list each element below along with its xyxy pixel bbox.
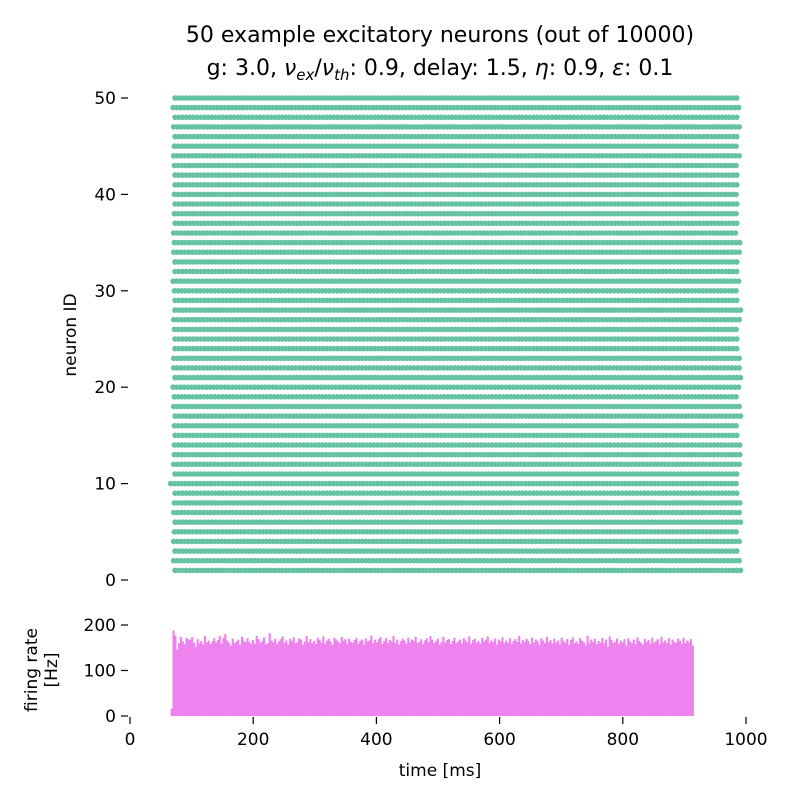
- spike-point: [737, 500, 743, 506]
- spike-point: [736, 557, 742, 564]
- raster-row: [172, 307, 744, 313]
- spike-point: [734, 336, 740, 342]
- raster-row: [171, 442, 743, 448]
- raster-row: [170, 403, 742, 410]
- spike-point: [737, 307, 744, 313]
- raster-row: [172, 374, 744, 381]
- spike-point: [733, 326, 739, 333]
- raster-row: [172, 471, 740, 477]
- spike-point: [736, 355, 742, 362]
- spike-point: [736, 403, 742, 410]
- title-eta-val: : 0.9,: [549, 56, 612, 81]
- spike-point: [734, 548, 740, 554]
- raster-row: [172, 345, 740, 352]
- spike-point: [733, 288, 739, 294]
- spike-point: [736, 538, 742, 545]
- raster-row: [172, 259, 740, 265]
- title-nu-ex-sub: ex: [296, 66, 314, 84]
- spike-point: [737, 374, 744, 381]
- raster-row: [170, 509, 742, 516]
- title-ratio: : 0.9, delay: 1.5,: [349, 56, 534, 81]
- raster-row: [171, 451, 743, 458]
- raster-row: [171, 326, 739, 333]
- title-slash: /: [314, 56, 322, 81]
- raster-row: [167, 480, 739, 487]
- spike-point: [737, 451, 743, 458]
- spike-point: [737, 442, 743, 448]
- title-g: g: 3.0,: [207, 56, 284, 81]
- spike-point: [733, 480, 739, 487]
- spike-point: [734, 432, 740, 439]
- spike-point: [737, 519, 744, 525]
- title-eps: ε: [612, 56, 624, 81]
- spike-point: [734, 297, 740, 304]
- spike-point: [733, 529, 739, 535]
- raster-row: [170, 557, 742, 564]
- raster-row: [172, 519, 744, 525]
- raster-row: [171, 394, 739, 400]
- raster-row: [171, 500, 743, 506]
- raster-row: [171, 529, 739, 535]
- raster-plot: [167, 95, 744, 574]
- title-nu: ν: [284, 56, 296, 81]
- spike-point: [733, 423, 739, 429]
- spike-point: [736, 316, 742, 323]
- spike-point: [735, 278, 742, 285]
- raster-row: [171, 288, 739, 294]
- chart-title-line2: g: 3.0, νex/νth: 0.9, delay: 1.5, η: 0.9…: [207, 56, 674, 84]
- raster-row: [172, 268, 740, 275]
- raster-row: [170, 355, 742, 362]
- spike-point: [736, 509, 742, 516]
- spike-point: [734, 490, 740, 497]
- raster-row: [172, 297, 740, 304]
- title-eta: η: [535, 56, 549, 81]
- raster-row: [170, 461, 742, 468]
- spike-point: [736, 365, 742, 371]
- raster-row: [172, 490, 740, 497]
- title-eps-val: : 0.1: [624, 56, 673, 81]
- spike-point: [735, 384, 742, 391]
- raster-row: [170, 384, 742, 391]
- title-nu-th-sub: th: [334, 66, 349, 84]
- chart-title-line1: 50 example excitatory neurons (out of 10…: [186, 23, 694, 48]
- raster-row: [170, 316, 742, 323]
- spike-point: [736, 461, 742, 468]
- raster-row: [172, 567, 744, 574]
- raster-row: [171, 423, 739, 429]
- raster-row: [172, 336, 740, 342]
- spike-point: [734, 471, 740, 477]
- raster-row: [172, 432, 740, 439]
- raster-row: [170, 365, 742, 371]
- title-nu2: ν: [322, 56, 334, 81]
- raster-row: [172, 413, 744, 419]
- raster-row: [170, 278, 742, 285]
- spike-point: [737, 413, 744, 419]
- spike-point: [734, 268, 740, 275]
- spike-point: [737, 567, 744, 574]
- spike-point: [734, 345, 740, 352]
- raster-row: [172, 548, 740, 554]
- spike-point: [733, 394, 739, 400]
- raster-row: [170, 538, 742, 545]
